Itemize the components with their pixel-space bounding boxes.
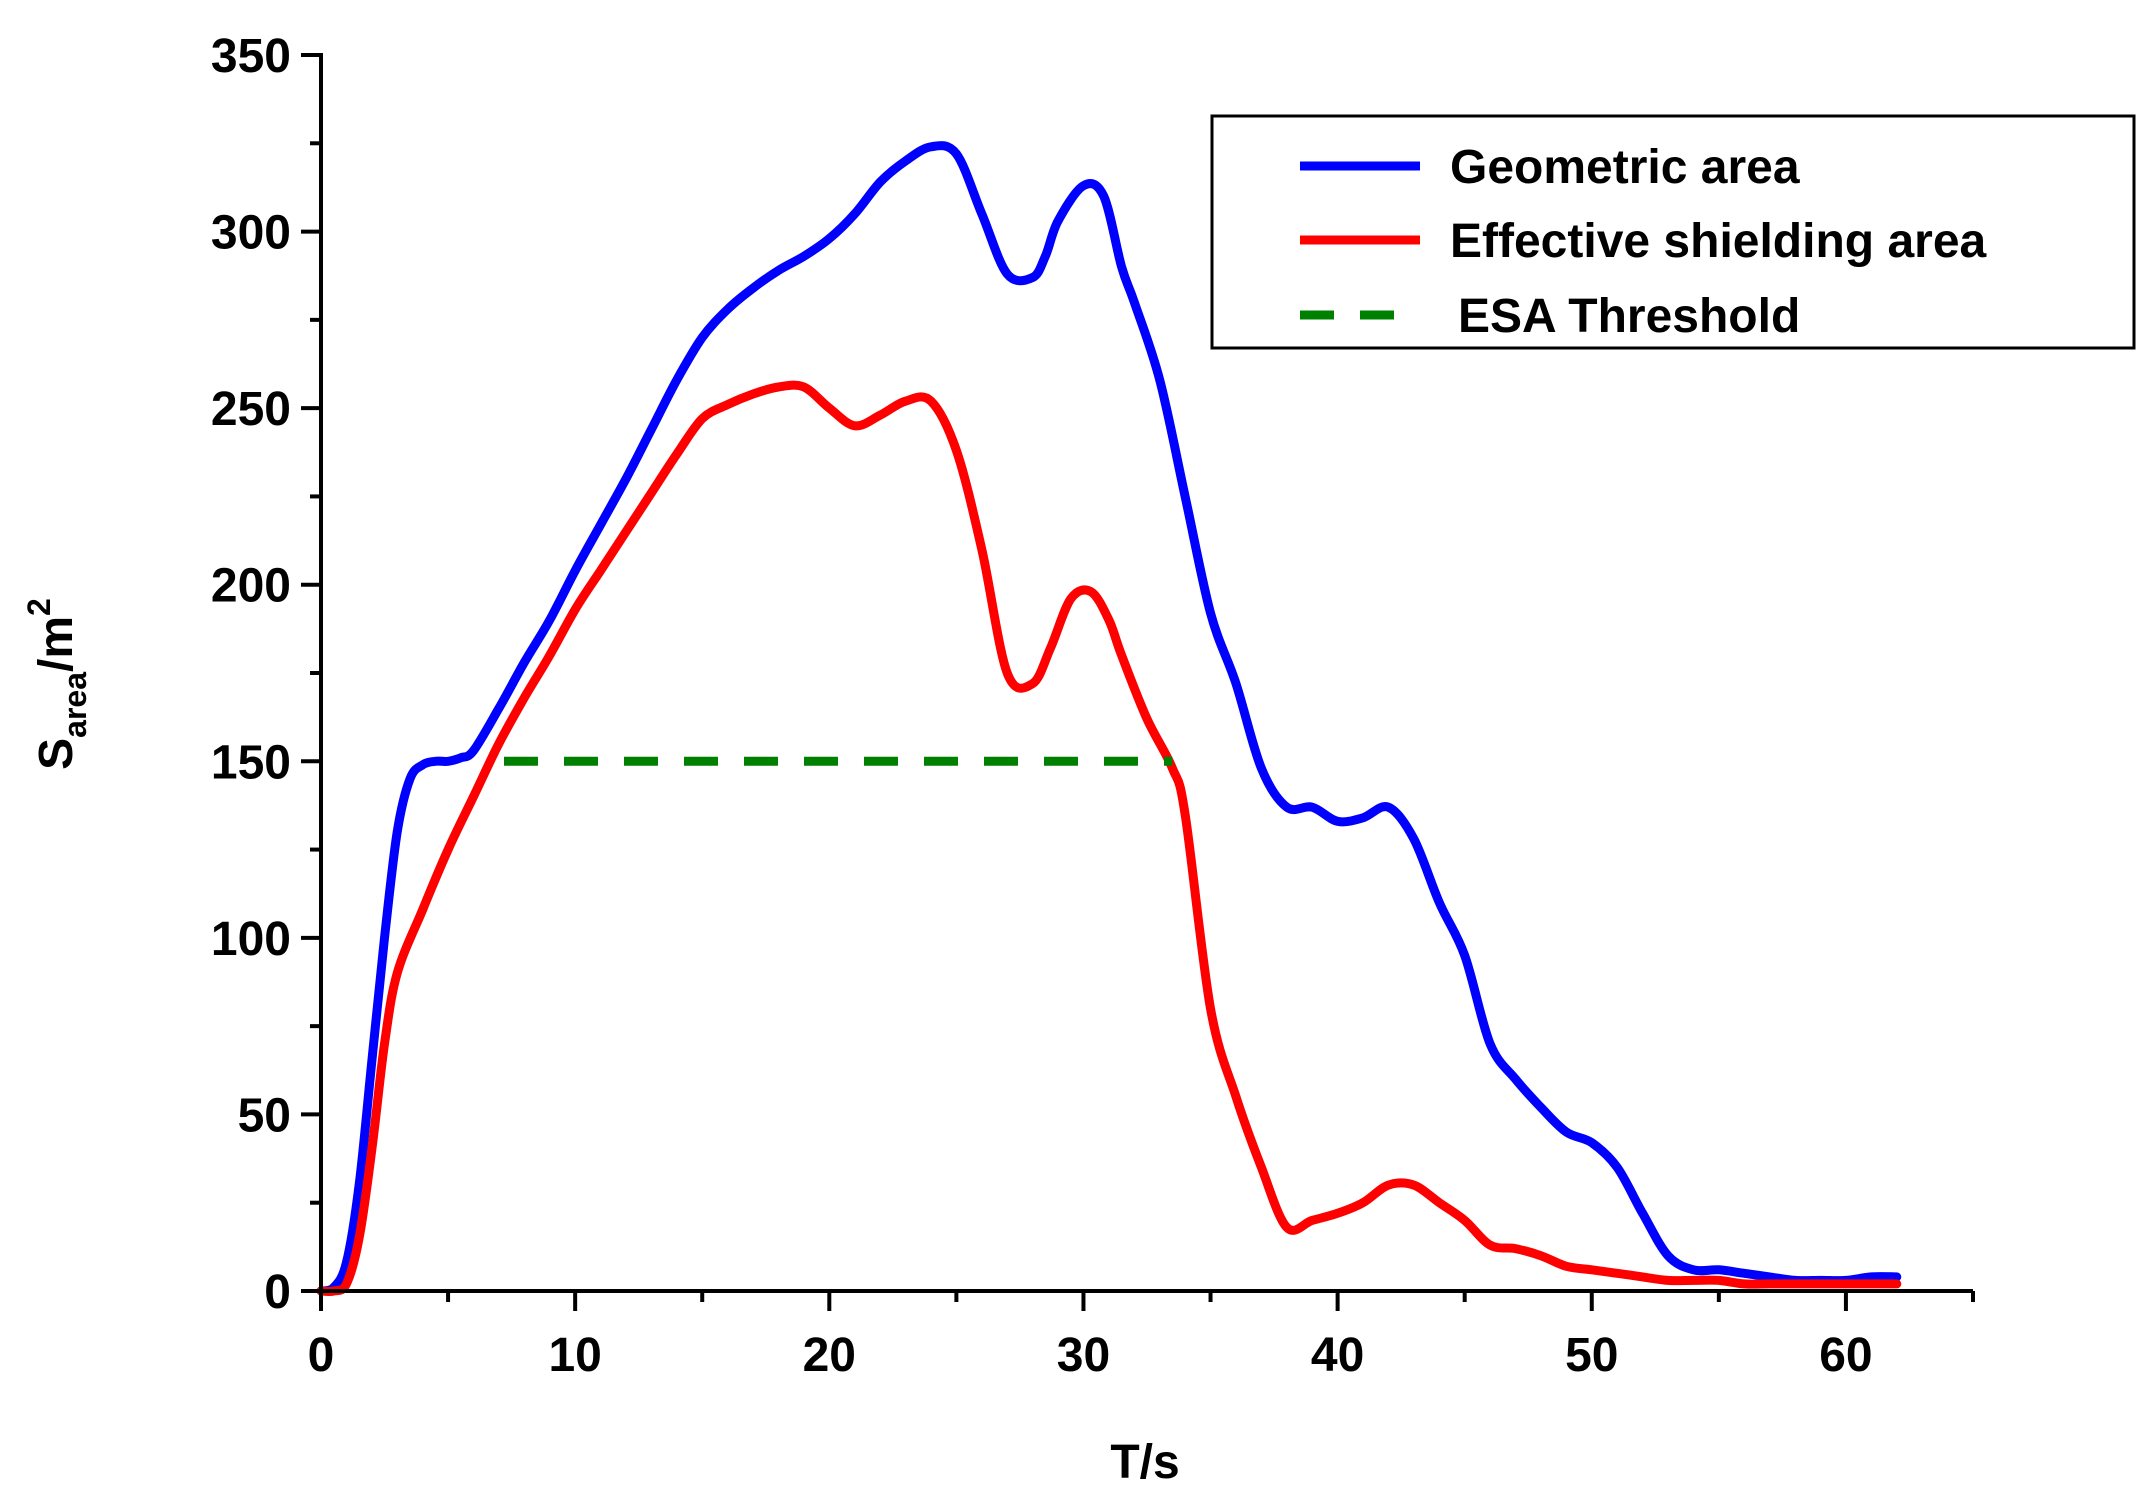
y-tick-label: 300 bbox=[211, 207, 291, 260]
y-axis-title-sub: area bbox=[57, 672, 93, 738]
y-axis-title-sup: 2 bbox=[21, 598, 57, 616]
y-tick-label: 150 bbox=[211, 736, 291, 789]
legend-label-threshold: ESA Threshold bbox=[1458, 290, 1800, 343]
y-tick-label: 100 bbox=[211, 913, 291, 966]
x-tick-label: 30 bbox=[1057, 1329, 1110, 1382]
y-tick-label: 0 bbox=[264, 1266, 291, 1319]
y-tick-label: 200 bbox=[211, 560, 291, 613]
y-axis-title-unit: /m bbox=[30, 616, 83, 672]
y-tick-label: 350 bbox=[211, 30, 291, 83]
x-tick-label: 40 bbox=[1311, 1329, 1364, 1382]
series-layer bbox=[316, 141, 1902, 1297]
x-tick-label: 60 bbox=[1819, 1329, 1872, 1382]
legend-box bbox=[1210, 114, 2136, 350]
y-tick-label: 50 bbox=[238, 1089, 291, 1142]
legend-label-effective: Effective shielding area bbox=[1450, 215, 1987, 268]
y-tick-label: 250 bbox=[211, 383, 291, 436]
y-axis-title: Sarea/m2 bbox=[21, 598, 93, 770]
series-line-geometric bbox=[316, 141, 1902, 1296]
x-axis-title: T/s bbox=[1110, 1436, 1179, 1489]
x-tick-label: 20 bbox=[803, 1329, 856, 1382]
ticks-layer: 0 50 100 150 200 250 300 350 0 10 20 30 40 50 60 bbox=[211, 30, 1975, 1382]
series-line-effective bbox=[316, 380, 1902, 1297]
x-tick-label: 50 bbox=[1565, 1329, 1618, 1382]
x-tick-label: 0 bbox=[308, 1329, 335, 1382]
legend-label-geometric: Geometric area bbox=[1450, 141, 1800, 194]
x-tick-label: 10 bbox=[548, 1329, 601, 1382]
legend: Geometric area Effective shielding area … bbox=[1210, 114, 2136, 350]
y-axis-title-base: S bbox=[30, 738, 83, 770]
